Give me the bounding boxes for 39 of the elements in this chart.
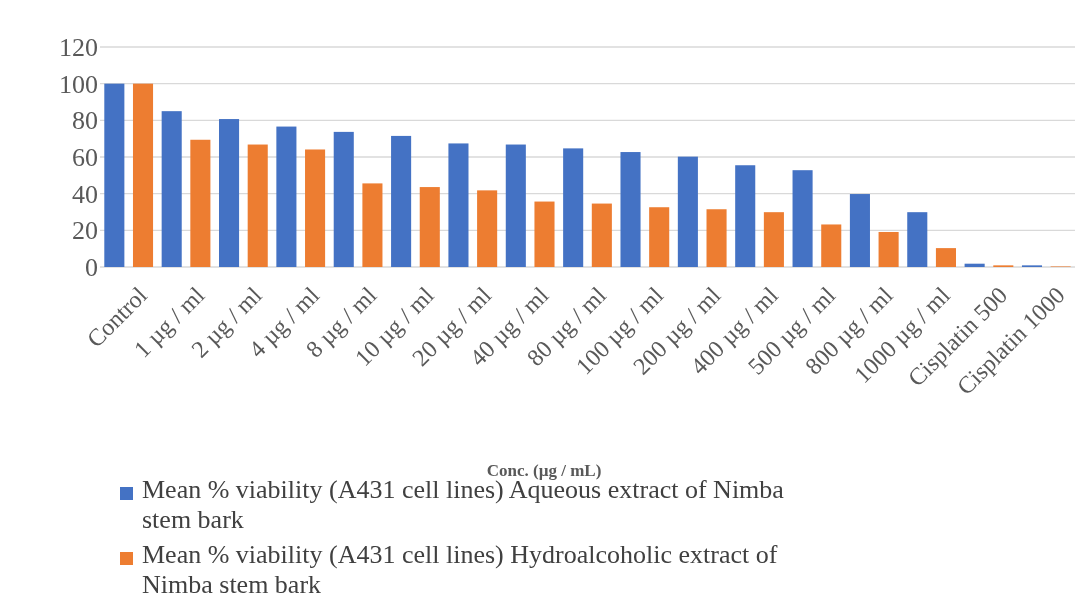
bar bbox=[677, 156, 698, 267]
bar bbox=[391, 135, 412, 267]
bar bbox=[505, 144, 526, 267]
bar bbox=[276, 126, 297, 267]
bar bbox=[305, 149, 326, 267]
bar bbox=[132, 83, 154, 267]
bar bbox=[763, 212, 784, 267]
bar bbox=[821, 224, 842, 267]
bar bbox=[477, 190, 498, 267]
bar bbox=[419, 187, 440, 267]
y-tick-label: 120 bbox=[59, 33, 98, 63]
bar bbox=[362, 183, 383, 267]
y-tick-label: 40 bbox=[72, 179, 98, 209]
bar bbox=[907, 212, 928, 267]
bar bbox=[649, 207, 670, 267]
bar bbox=[534, 201, 555, 267]
y-tick-label: 60 bbox=[72, 143, 98, 173]
bar bbox=[333, 131, 354, 267]
bar bbox=[878, 231, 899, 267]
bar bbox=[104, 83, 125, 267]
bar bbox=[849, 194, 870, 267]
bar bbox=[563, 148, 584, 267]
y-tick-label: 20 bbox=[72, 216, 98, 246]
bar bbox=[706, 209, 727, 267]
bar bbox=[964, 263, 985, 267]
bar bbox=[735, 165, 756, 267]
bar bbox=[161, 111, 182, 267]
bar bbox=[620, 152, 641, 267]
legend-label: Mean % viability (A431 cell lines) Hydroalcoholic extract of Nimba stem bark bbox=[142, 540, 778, 599]
bar bbox=[247, 144, 268, 267]
bar bbox=[792, 170, 813, 267]
bar bbox=[190, 139, 211, 267]
bar bbox=[935, 248, 956, 267]
y-tick-label: 80 bbox=[72, 106, 98, 136]
bar bbox=[219, 119, 240, 267]
bar bbox=[591, 203, 612, 267]
y-tick-label: 0 bbox=[85, 253, 98, 283]
y-tick-label: 100 bbox=[59, 69, 98, 99]
bar bbox=[448, 143, 469, 267]
